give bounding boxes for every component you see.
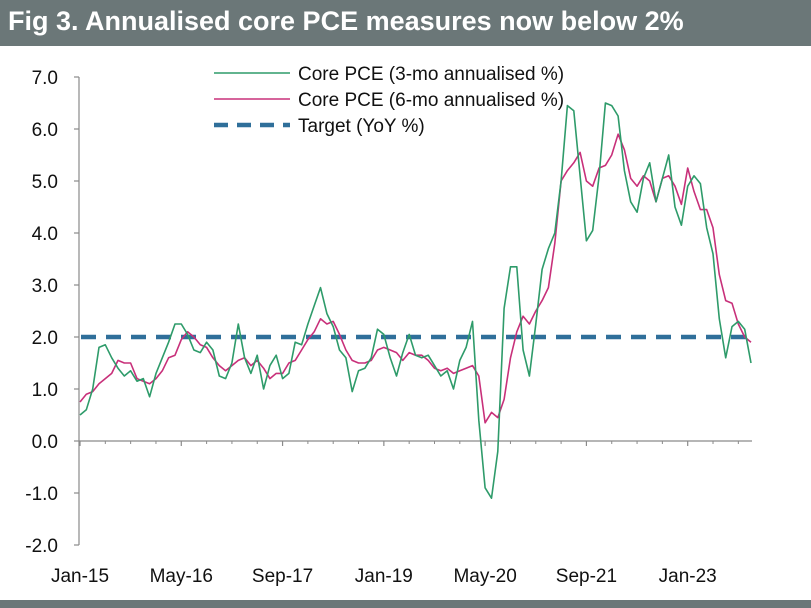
y-tick-label: 7.0: [32, 68, 58, 89]
x-tick-labels: Jan-15 May-16 Sep-17 Jan-19 May-20 Sep-21 Jan-…: [51, 566, 717, 587]
axes: [74, 76, 752, 546]
y-tick-label: -1.0: [25, 484, 58, 505]
y-tick-label: 1.0: [32, 380, 58, 401]
x-tick-label: Jan-23: [659, 566, 717, 587]
series-6mo-line: [79, 133, 752, 424]
legend-label-3mo: Core PCE (3-mo annualised %): [298, 64, 564, 85]
bottom-rule: [0, 600, 811, 608]
x-tick-label: Sep-17: [252, 566, 313, 587]
y-tick-label: 3.0: [32, 276, 58, 297]
legend-label-target: Target (YoY %): [298, 116, 425, 137]
y-tick-label: 4.0: [32, 224, 58, 245]
y-tick-labels: -2.0 -1.0 0.0 1.0 2.0 3.0 4.0 5.0 6.0 7.0: [25, 68, 58, 557]
x-tick-label: Sep-21: [556, 566, 617, 587]
y-tick-label: 5.0: [32, 172, 58, 193]
legend: Core PCE (3-mo annualised %) Core PCE (6…: [214, 64, 564, 137]
series-3mo-line: [79, 102, 752, 500]
x-tick-label: Jan-19: [355, 566, 413, 587]
y-tick-label: 0.0: [32, 432, 58, 453]
x-tick-label: May-16: [150, 566, 213, 587]
title-bar: Fig 3. Annualised core PCE measures now …: [0, 0, 811, 46]
y-tick-label: 2.0: [32, 328, 58, 349]
chart-title: Fig 3. Annualised core PCE measures now …: [8, 6, 684, 36]
x-tick-label: Jan-15: [51, 566, 109, 587]
series-group: [79, 102, 752, 500]
y-tick-label: -2.0: [25, 536, 58, 557]
legend-label-6mo: Core PCE (6-mo annualised %): [298, 90, 564, 111]
x-tick-label: May-20: [453, 566, 516, 587]
y-tick-label: 6.0: [32, 120, 58, 141]
